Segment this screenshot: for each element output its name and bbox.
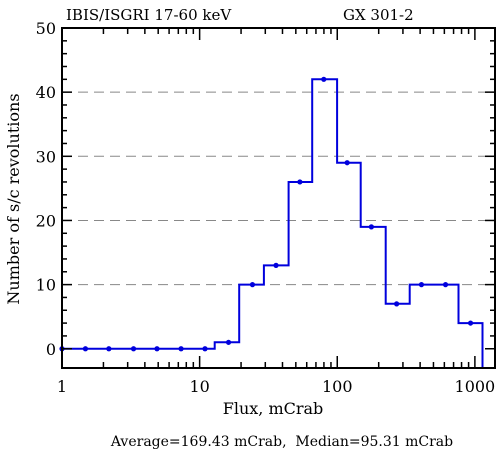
- y-tick-label: 30: [36, 147, 56, 166]
- data-point-4: [154, 346, 160, 352]
- data-point-8: [249, 282, 256, 288]
- chart-title-right: GX 301-2: [343, 6, 414, 24]
- series-layer: [59, 76, 484, 368]
- y-axis-label: Number of s/c revolutions: [4, 93, 23, 304]
- axes: [61, 27, 496, 369]
- grid-lines: [62, 91, 495, 286]
- data-point-1: [82, 346, 89, 352]
- data-point-2: [106, 346, 112, 352]
- data-point-13: [368, 224, 374, 230]
- chart-footer-stats: Average=169.43 mCrab, Median=95.31 mCrab: [110, 434, 453, 450]
- data-point-5: [178, 346, 184, 352]
- data-point-7: [225, 339, 232, 345]
- y-tick-label: 0: [46, 340, 56, 359]
- data-point-11: [321, 76, 327, 82]
- data-point-6: [202, 346, 208, 352]
- data-point-12: [344, 160, 350, 166]
- x-tick-label: 10: [189, 377, 209, 396]
- data-point-16: [442, 282, 449, 288]
- tick-labels: 0 10 20 30 40 50 1 10 100 1000: [36, 19, 496, 396]
- data-point-10: [297, 179, 303, 185]
- data-point-3: [130, 346, 137, 352]
- data-point-17: [467, 320, 474, 326]
- y-tick-label: 40: [36, 83, 56, 102]
- plot-frame: [61, 27, 496, 369]
- histogram-step-line: [62, 78, 484, 368]
- x-axis-label: Flux, mCrab: [223, 399, 324, 418]
- x-tick-label: 1000: [455, 377, 496, 396]
- data-point-14: [394, 301, 400, 307]
- x-tick-label: 100: [322, 377, 353, 396]
- y-tick-label: 20: [36, 211, 56, 230]
- y-tick-label: 50: [36, 19, 56, 38]
- data-point-15: [418, 282, 425, 288]
- y-tick-label: 10: [36, 276, 56, 295]
- chart-title-left: IBIS/ISGRI 17-60 keV: [66, 6, 232, 24]
- data-point-9: [273, 262, 279, 268]
- x-tick-label: 1: [57, 377, 67, 396]
